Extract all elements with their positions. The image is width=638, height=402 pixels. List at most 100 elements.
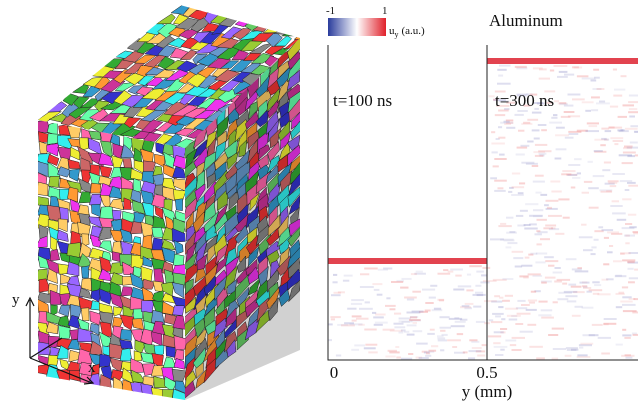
noise bbox=[581, 285, 588, 288]
noise bbox=[540, 193, 548, 196]
grain bbox=[291, 110, 300, 130]
noise bbox=[509, 186, 514, 189]
noise bbox=[507, 242, 518, 245]
noise bbox=[565, 347, 578, 350]
grain bbox=[66, 242, 81, 259]
noise bbox=[475, 350, 486, 353]
noise bbox=[529, 93, 538, 96]
noise bbox=[517, 299, 526, 302]
grain bbox=[290, 120, 300, 140]
noise bbox=[557, 298, 569, 301]
grain bbox=[45, 321, 59, 335]
noise bbox=[603, 318, 617, 320]
noise bbox=[538, 152, 547, 155]
noise bbox=[563, 111, 575, 113]
noise bbox=[596, 102, 610, 105]
noise bbox=[460, 306, 471, 309]
noise bbox=[599, 100, 606, 103]
noise bbox=[582, 334, 595, 337]
noise bbox=[332, 281, 338, 284]
grain bbox=[88, 130, 102, 141]
noise bbox=[333, 291, 341, 294]
noise bbox=[566, 173, 578, 176]
noise bbox=[500, 328, 508, 330]
noise bbox=[545, 199, 559, 202]
noise bbox=[545, 224, 557, 227]
noise bbox=[494, 90, 506, 93]
noise bbox=[422, 288, 436, 291]
grain bbox=[98, 152, 114, 166]
noise bbox=[494, 114, 506, 117]
noise bbox=[568, 164, 581, 166]
noise bbox=[488, 95, 495, 98]
noise bbox=[600, 190, 613, 193]
noise bbox=[601, 278, 609, 281]
noise bbox=[562, 282, 568, 285]
noise bbox=[356, 317, 369, 320]
noise bbox=[528, 253, 534, 256]
noise bbox=[524, 256, 530, 259]
noise bbox=[505, 339, 517, 342]
noise bbox=[391, 281, 404, 283]
noise bbox=[351, 348, 360, 351]
noise bbox=[503, 120, 510, 123]
noise bbox=[618, 130, 629, 133]
noise bbox=[492, 165, 499, 168]
noise bbox=[577, 354, 588, 357]
grain bbox=[47, 153, 60, 166]
noise bbox=[534, 143, 548, 146]
grain bbox=[122, 158, 133, 169]
noise bbox=[493, 342, 501, 345]
noise bbox=[534, 174, 544, 177]
noise bbox=[617, 129, 624, 132]
grain bbox=[38, 181, 49, 197]
grain bbox=[255, 107, 269, 128]
noise bbox=[518, 129, 525, 132]
noise bbox=[403, 330, 410, 333]
grain bbox=[274, 35, 292, 47]
noise bbox=[561, 173, 572, 176]
unit: (a.u.) bbox=[402, 25, 426, 37]
noise bbox=[503, 239, 515, 242]
noise bbox=[516, 94, 527, 97]
noise bbox=[627, 213, 637, 216]
grain bbox=[172, 305, 185, 316]
noise bbox=[454, 320, 466, 323]
grain bbox=[215, 38, 240, 49]
grain bbox=[171, 264, 185, 276]
noise bbox=[524, 227, 538, 230]
noise bbox=[497, 82, 511, 85]
noise bbox=[579, 281, 590, 284]
grain bbox=[67, 186, 79, 203]
noise bbox=[492, 312, 504, 315]
noise bbox=[498, 109, 509, 112]
polycrystal-cube bbox=[38, 5, 300, 400]
noise bbox=[609, 185, 617, 188]
noise bbox=[608, 126, 615, 129]
noise bbox=[578, 236, 593, 239]
noise bbox=[606, 190, 612, 193]
noise bbox=[475, 320, 485, 323]
grain bbox=[70, 146, 81, 161]
grain bbox=[248, 246, 260, 268]
noise bbox=[521, 161, 535, 164]
noise bbox=[347, 307, 357, 310]
noise bbox=[555, 134, 569, 137]
grain bbox=[172, 165, 185, 179]
noise bbox=[580, 342, 594, 345]
grain bbox=[89, 340, 103, 355]
noise bbox=[533, 209, 544, 212]
noise bbox=[554, 267, 561, 269]
noise bbox=[624, 354, 631, 357]
noise bbox=[368, 351, 378, 354]
noise bbox=[506, 231, 517, 234]
noise bbox=[613, 94, 623, 97]
noise bbox=[506, 122, 514, 124]
noise bbox=[554, 280, 562, 283]
grain bbox=[237, 189, 250, 215]
grain bbox=[194, 228, 209, 255]
grain bbox=[78, 177, 92, 194]
noise bbox=[621, 286, 629, 289]
noise bbox=[583, 249, 593, 252]
noise bbox=[457, 285, 472, 288]
